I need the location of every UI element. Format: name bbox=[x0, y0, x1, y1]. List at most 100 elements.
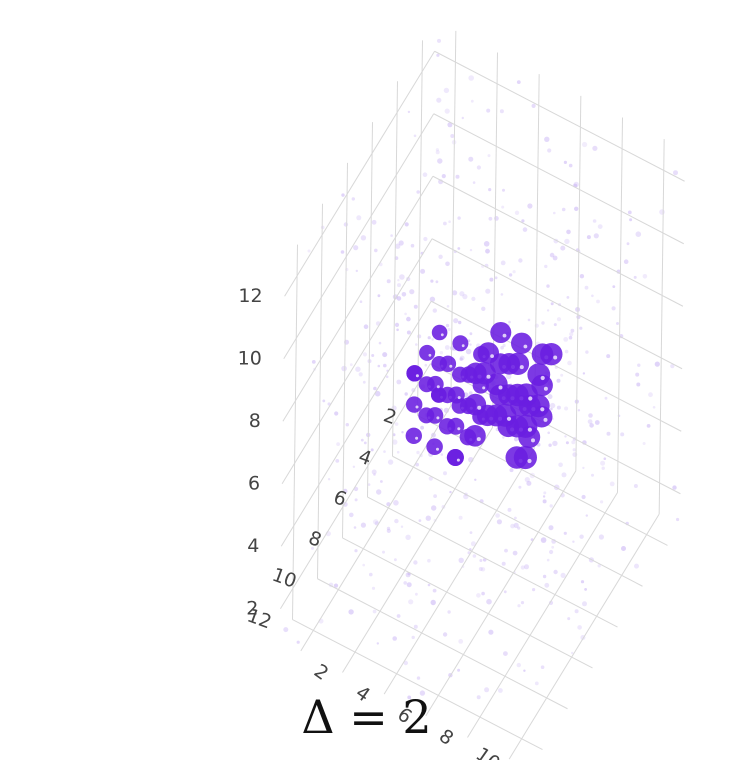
data-point-highlight bbox=[461, 344, 465, 348]
background-point bbox=[420, 425, 424, 430]
background-point bbox=[360, 235, 367, 241]
z-tick-label: 12 bbox=[238, 285, 262, 307]
background-point bbox=[606, 431, 611, 436]
background-point bbox=[620, 432, 625, 437]
background-point bbox=[606, 354, 611, 359]
background-point bbox=[476, 695, 481, 700]
background-point bbox=[471, 296, 476, 301]
background-point bbox=[372, 519, 379, 525]
background-point bbox=[413, 304, 418, 309]
background-point bbox=[373, 473, 376, 476]
data-point bbox=[405, 427, 422, 444]
background-point bbox=[351, 197, 355, 201]
background-point bbox=[377, 294, 381, 298]
background-point bbox=[418, 519, 422, 522]
background-point bbox=[407, 110, 411, 114]
background-point bbox=[472, 554, 477, 558]
background-point bbox=[458, 639, 464, 644]
background-point bbox=[544, 582, 550, 588]
background-point bbox=[585, 514, 588, 517]
background-point bbox=[577, 625, 582, 630]
background-point bbox=[637, 363, 641, 367]
background-point bbox=[363, 441, 367, 445]
data-point bbox=[439, 355, 457, 372]
background-point bbox=[523, 669, 526, 672]
background-point bbox=[584, 588, 587, 591]
left-wall-grid-line bbox=[317, 203, 323, 579]
background-point bbox=[411, 635, 415, 640]
background-point bbox=[524, 477, 530, 483]
background-point bbox=[481, 306, 486, 311]
background-point bbox=[416, 676, 421, 680]
background-point bbox=[348, 609, 354, 615]
background-point bbox=[468, 391, 473, 395]
background-point bbox=[382, 352, 388, 358]
background-point bbox=[560, 373, 564, 377]
background-point bbox=[574, 206, 579, 211]
background-point bbox=[542, 495, 546, 498]
background-point bbox=[501, 561, 506, 566]
data-point bbox=[446, 449, 464, 466]
background-point bbox=[553, 211, 556, 215]
background-point bbox=[377, 364, 381, 368]
background-point bbox=[494, 276, 498, 280]
background-point bbox=[514, 437, 519, 442]
background-point bbox=[480, 567, 486, 572]
background-point bbox=[435, 150, 440, 155]
background-point bbox=[353, 245, 359, 251]
background-point bbox=[612, 285, 616, 288]
back-wall-grid-line bbox=[658, 139, 665, 515]
background-point bbox=[467, 339, 471, 343]
data-point-highlight bbox=[477, 405, 482, 410]
background-point bbox=[648, 392, 653, 398]
background-point bbox=[413, 560, 418, 565]
background-point bbox=[654, 361, 660, 367]
background-point bbox=[499, 109, 504, 114]
background-point bbox=[498, 688, 503, 693]
background-point bbox=[403, 581, 408, 585]
data-point-highlight bbox=[519, 365, 524, 370]
background-point bbox=[362, 380, 366, 384]
background-point bbox=[428, 476, 433, 481]
y-tick-label: 4 bbox=[356, 445, 375, 470]
background-point bbox=[635, 231, 642, 237]
background-point bbox=[587, 419, 593, 424]
background-point bbox=[504, 548, 508, 553]
background-point bbox=[437, 158, 443, 164]
background-point bbox=[623, 259, 629, 265]
background-point bbox=[600, 500, 604, 504]
background-point bbox=[437, 38, 441, 43]
background-point bbox=[570, 328, 575, 333]
left-wall-grid-line bbox=[417, 40, 423, 416]
data-point-highlight bbox=[553, 355, 558, 360]
background-point bbox=[487, 154, 491, 158]
back-wall-grid-line bbox=[434, 50, 685, 182]
background-point bbox=[571, 651, 574, 655]
x-tick-label: 2 bbox=[310, 660, 333, 685]
background-point bbox=[553, 569, 558, 575]
background-point bbox=[311, 546, 314, 550]
background-point bbox=[415, 343, 418, 346]
data-point bbox=[464, 425, 486, 447]
background-point bbox=[552, 255, 558, 261]
background-point bbox=[394, 518, 399, 524]
background-point bbox=[593, 233, 599, 239]
background-point bbox=[359, 300, 363, 304]
background-point bbox=[431, 505, 437, 511]
background-point bbox=[360, 522, 366, 528]
background-point bbox=[485, 248, 490, 254]
background-point bbox=[458, 320, 462, 325]
background-point bbox=[354, 549, 358, 553]
background-point bbox=[488, 216, 493, 221]
background-point bbox=[443, 87, 450, 94]
background-point bbox=[527, 318, 531, 322]
background-point bbox=[592, 219, 597, 223]
background-point bbox=[568, 163, 573, 168]
left-wall-grid-line bbox=[292, 244, 298, 620]
data-point-highlight bbox=[528, 396, 533, 401]
z-tick-label: 8 bbox=[249, 410, 261, 432]
data-point-highlight bbox=[486, 374, 491, 379]
background-point bbox=[516, 662, 521, 668]
background-point bbox=[560, 245, 566, 251]
background-point bbox=[508, 273, 513, 277]
